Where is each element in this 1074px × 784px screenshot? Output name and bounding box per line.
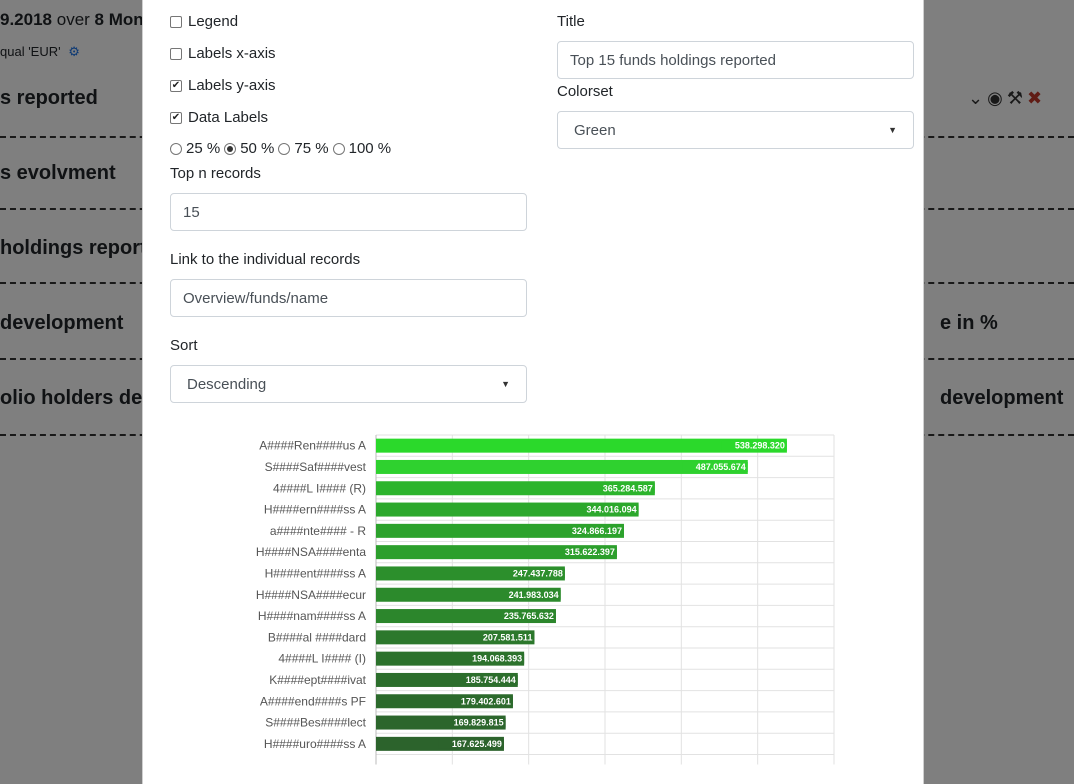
data-label-bg [452, 674, 518, 685]
data-label: 538.298.320 [735, 441, 785, 451]
bar [376, 481, 655, 496]
data-label: 315.622.397 [565, 547, 615, 557]
data-labels-label: Data Labels [188, 109, 269, 126]
y-tick-label: a####nte#### - R [270, 524, 366, 538]
data-label-bg [447, 696, 513, 707]
y-tick-label: H####nam####ss A [258, 609, 366, 623]
labels-x-checkbox[interactable] [170, 47, 182, 60]
y-tick-label: A####Ren####us A [259, 439, 366, 453]
bar [376, 438, 787, 453]
data-label-bg [438, 738, 504, 749]
data-label-bg [490, 611, 556, 622]
top-n-label: Top n records [170, 165, 261, 182]
y-tick-label: H####NSA####ecur [256, 588, 366, 602]
data-label-bg [468, 632, 535, 643]
y-tick-label: H####uro####ss A [264, 737, 366, 751]
sort-select[interactable]: Descending ▼ [170, 365, 527, 403]
data-label: 365.284.587 [603, 483, 653, 493]
colorset-select[interactable]: Green ▼ [557, 111, 914, 149]
y-tick-label: S####Saf####vest [265, 460, 367, 474]
top-n-input[interactable]: 15 [170, 193, 527, 231]
legend-checkbox[interactable] [170, 15, 182, 28]
y-tick-label: H####NSA####enta [256, 545, 366, 559]
caret-down-icon: ▼ [888, 125, 897, 135]
y-tick-label: H####ent####ss A [265, 566, 366, 580]
labels-x-checkbox-row[interactable]: Labels x-axis [170, 45, 276, 62]
y-tick-label: K####ept####ivat [269, 673, 366, 687]
width-radio-100[interactable] [332, 142, 345, 155]
width-radio-label: 25 % [186, 140, 221, 157]
width-radio-label: 50 % [240, 140, 275, 157]
data-label: 169.829.815 [454, 718, 504, 728]
labels-y-label: Labels y-axis [188, 77, 276, 94]
data-labels-checkbox[interactable]: ✔ [170, 111, 182, 124]
data-label: 344.016.094 [587, 505, 637, 515]
width-radio-75[interactable] [278, 142, 291, 155]
data-label: 207.581.511 [483, 632, 533, 642]
title-input[interactable]: Top 15 funds holdings reported [557, 41, 914, 79]
data-label-bg [495, 589, 561, 600]
title-label: Title [557, 13, 585, 30]
data-label: 241.983.034 [509, 590, 559, 600]
data-label-bg [551, 547, 617, 558]
data-label: 167.625.499 [452, 739, 502, 749]
width-radio-25[interactable] [170, 142, 182, 155]
link-label: Link to the individual records [170, 251, 361, 268]
sort-select-value: Descending [187, 375, 267, 393]
width-radio-label: 75 % [294, 140, 329, 157]
colorset-label: Colorset [557, 83, 613, 100]
labels-y-checkbox-row[interactable]: ✔ Labels y-axis [170, 77, 276, 94]
data-label-bg [589, 483, 655, 494]
colorset-select-value: Green [574, 121, 616, 139]
caret-down-icon: ▼ [501, 379, 510, 389]
link-input[interactable]: Overview/funds/name [170, 279, 527, 317]
data-label: 324.866.197 [572, 526, 622, 536]
y-tick-label: H####ern####ss A [264, 503, 366, 517]
bar-chart-preview: A####Ren####us A 538.298.320 S####Saf####v… [256, 434, 835, 765]
y-tick-label: 4####L I#### (I) [278, 652, 366, 666]
width-radio-label: 100 % [348, 140, 392, 157]
y-tick-label: 4####L I#### (R) [273, 481, 366, 495]
data-label-bg [682, 461, 748, 472]
data-label: 194.068.393 [472, 654, 522, 664]
data-label: 179.402.601 [461, 696, 511, 706]
data-label-bg [558, 525, 624, 536]
labels-x-label: Labels x-axis [188, 45, 276, 62]
bar-width-radio-group: 25 % 50 % 75 % 100 % [170, 140, 395, 157]
y-tick-label: B####al ####dard [268, 630, 366, 644]
data-label-bg [458, 653, 525, 664]
data-label-bg [440, 717, 506, 728]
data-label: 247.437.788 [513, 568, 563, 578]
bar [376, 459, 748, 474]
legend-checkbox-row[interactable]: Legend [170, 13, 238, 30]
y-tick-label: S####Bes####lect [265, 716, 366, 730]
y-tick-label: A####end####s PF [260, 694, 366, 708]
legend-label: Legend [188, 13, 239, 30]
data-label-bg [572, 504, 639, 515]
chart-settings-modal: Legend Labels x-axis ✔ Labels y-axis ✔ D… [142, 0, 924, 784]
data-label: 235.765.632 [504, 611, 554, 621]
labels-y-checkbox[interactable]: ✔ [170, 79, 182, 92]
data-label-bg [499, 568, 565, 579]
sort-label: Sort [170, 337, 198, 354]
data-label: 487.055.674 [696, 462, 746, 472]
data-label: 185.754.444 [466, 675, 516, 685]
bar [376, 502, 639, 517]
width-radio-50[interactable] [224, 142, 237, 155]
data-label-bg [721, 440, 787, 451]
data-labels-checkbox-row[interactable]: ✔ Data Labels [170, 109, 268, 126]
